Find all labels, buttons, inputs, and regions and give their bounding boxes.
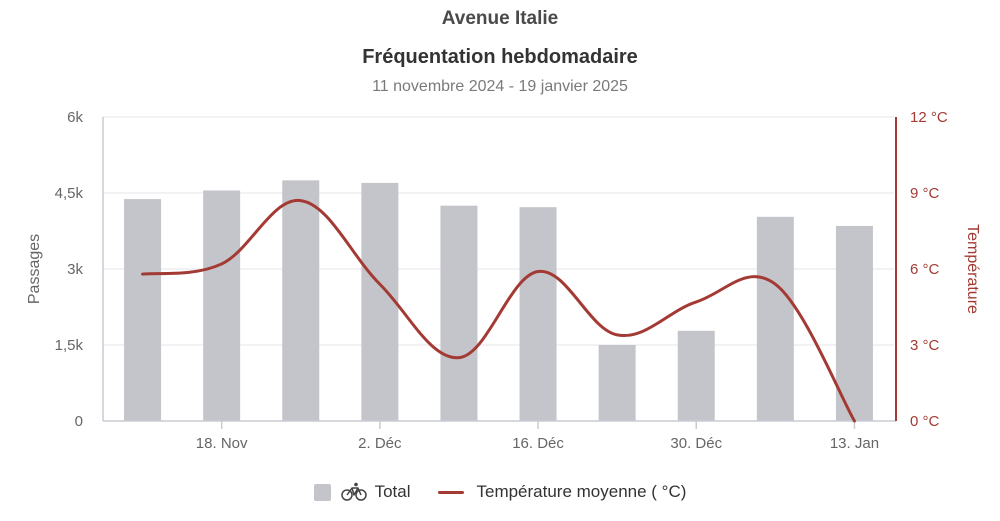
- bar-2: [203, 190, 241, 421]
- bar-7: [598, 345, 636, 421]
- y2-tick-label: 6 °C: [910, 261, 940, 278]
- bar-6: [519, 207, 557, 421]
- legend-item-temperature[interactable]: Température moyenne ( °C): [438, 482, 686, 502]
- chart-date-range: 11 novembre 2024 - 19 janvier 2025: [372, 78, 628, 95]
- chart-title: Fréquentation hebdomadaire: [362, 46, 638, 68]
- x-tick-label: 18. Nov: [196, 435, 248, 452]
- legend-bar-swatch: [313, 483, 331, 501]
- y2-tick-label: 3 °C: [910, 337, 940, 354]
- temperature-line: [141, 199, 856, 423]
- x-tick-label: 2. Déc: [358, 435, 402, 452]
- y-tick-label: 6k: [67, 109, 83, 126]
- y-axis-title: Passages: [26, 234, 43, 304]
- x-tick-label: 30. Déc: [670, 435, 722, 452]
- bar-5: [440, 205, 478, 421]
- y-tick-label: 1,5k: [55, 337, 84, 354]
- axes: [102, 117, 897, 429]
- bar-4: [361, 182, 399, 421]
- legend-label-temperature: Température moyenne ( °C): [476, 482, 687, 501]
- y2-axis-title: Température: [964, 224, 981, 314]
- bar-8: [677, 330, 715, 421]
- tick-labels: 18. Nov 2. Déc 16. Déc 30. Déc 13. Jan 0 1,5k 3…: [26, 109, 981, 452]
- bar-3: [282, 180, 320, 421]
- legend-line-swatch: [438, 490, 465, 494]
- y2-tick-label: 0 °C: [910, 413, 940, 430]
- y2-tick-label: 12 °C: [910, 109, 948, 126]
- y-tick-label: 4,5k: [55, 185, 84, 202]
- legend-label-total: Total: [374, 482, 411, 501]
- legend-item-total[interactable]: Total: [313, 482, 411, 502]
- bar-series-total: [124, 180, 873, 421]
- x-tick-label: 16. Déc: [512, 435, 564, 452]
- line-series-temperature: [141, 199, 856, 423]
- y-tick-label: 0: [75, 413, 83, 430]
- bar-9: [756, 216, 794, 421]
- legend[interactable]: Total Température moyenne ( °C): [0, 482, 1000, 502]
- bar-1: [124, 199, 162, 421]
- bicycle-icon: [340, 482, 367, 501]
- chart-location-title: Avenue Italie: [441, 8, 559, 29]
- y-tick-label: 3k: [67, 261, 83, 278]
- x-tick-label: 13. Jan: [830, 435, 879, 452]
- bar-10: [835, 225, 873, 421]
- y2-tick-label: 9 °C: [910, 185, 940, 202]
